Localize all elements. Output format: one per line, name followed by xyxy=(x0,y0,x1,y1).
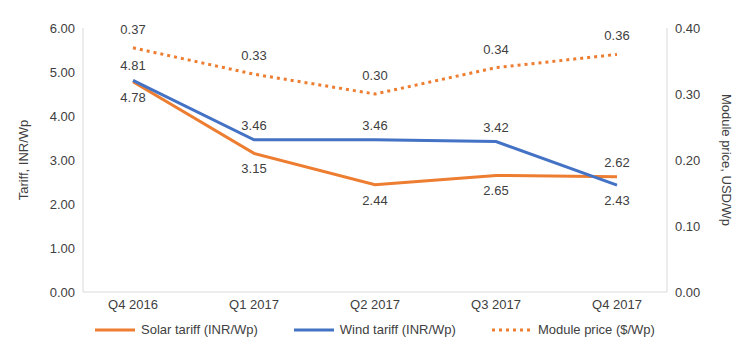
svg-text:2.65: 2.65 xyxy=(483,183,508,198)
svg-text:0.37: 0.37 xyxy=(120,22,145,37)
svg-text:0.00: 0.00 xyxy=(675,285,700,300)
svg-text:4.00: 4.00 xyxy=(50,109,75,124)
svg-text:0.33: 0.33 xyxy=(241,48,266,63)
html-text:Wind tariff (INR/Wp): Wind tariff (INR/Wp) xyxy=(339,322,456,337)
svg-text:Q2 2017: Q2 2017 xyxy=(350,297,400,312)
svg-text:4.78: 4.78 xyxy=(120,90,145,105)
svg-text:0.30: 0.30 xyxy=(675,87,700,102)
svg-text:Module price, USD/Wp: Module price, USD/Wp xyxy=(719,94,734,226)
svg-text:Q4 2017: Q4 2017 xyxy=(592,297,642,312)
svg-text:1.00: 1.00 xyxy=(50,241,75,256)
svg-text:0.36: 0.36 xyxy=(604,28,629,43)
svg-text:Tariff, INR/Wp: Tariff, INR/Wp xyxy=(16,120,31,201)
svg-text:0.30: 0.30 xyxy=(362,68,387,83)
html-text:Solar tariff (INR/Wp): Solar tariff (INR/Wp) xyxy=(141,322,258,337)
svg-text:2.62: 2.62 xyxy=(604,155,629,170)
svg-text:0.10: 0.10 xyxy=(675,219,700,234)
svg-text:0.40: 0.40 xyxy=(675,21,700,36)
svg-text:Q1 2017: Q1 2017 xyxy=(229,297,279,312)
svg-text:3.46: 3.46 xyxy=(241,118,266,133)
svg-text:3.46: 3.46 xyxy=(362,118,387,133)
svg-text:5.00: 5.00 xyxy=(50,65,75,80)
svg-text:6.00: 6.00 xyxy=(50,21,75,36)
svg-text:2.43: 2.43 xyxy=(604,193,629,208)
svg-text:3.15: 3.15 xyxy=(241,161,266,176)
svg-text:0.34: 0.34 xyxy=(483,42,508,57)
svg-text:Q4 2016: Q4 2016 xyxy=(108,297,158,312)
svg-text:2.44: 2.44 xyxy=(362,193,387,208)
svg-text:Q3 2017: Q3 2017 xyxy=(471,297,521,312)
svg-text:3.00: 3.00 xyxy=(50,153,75,168)
svg-text:4.81: 4.81 xyxy=(120,58,145,73)
svg-text:2.00: 2.00 xyxy=(50,197,75,212)
svg-text:3.42: 3.42 xyxy=(483,120,508,135)
svg-text:0.20: 0.20 xyxy=(675,153,700,168)
html-text:Module price ($/Wp): Module price ($/Wp) xyxy=(537,322,655,337)
svg-text:0.00: 0.00 xyxy=(50,285,75,300)
